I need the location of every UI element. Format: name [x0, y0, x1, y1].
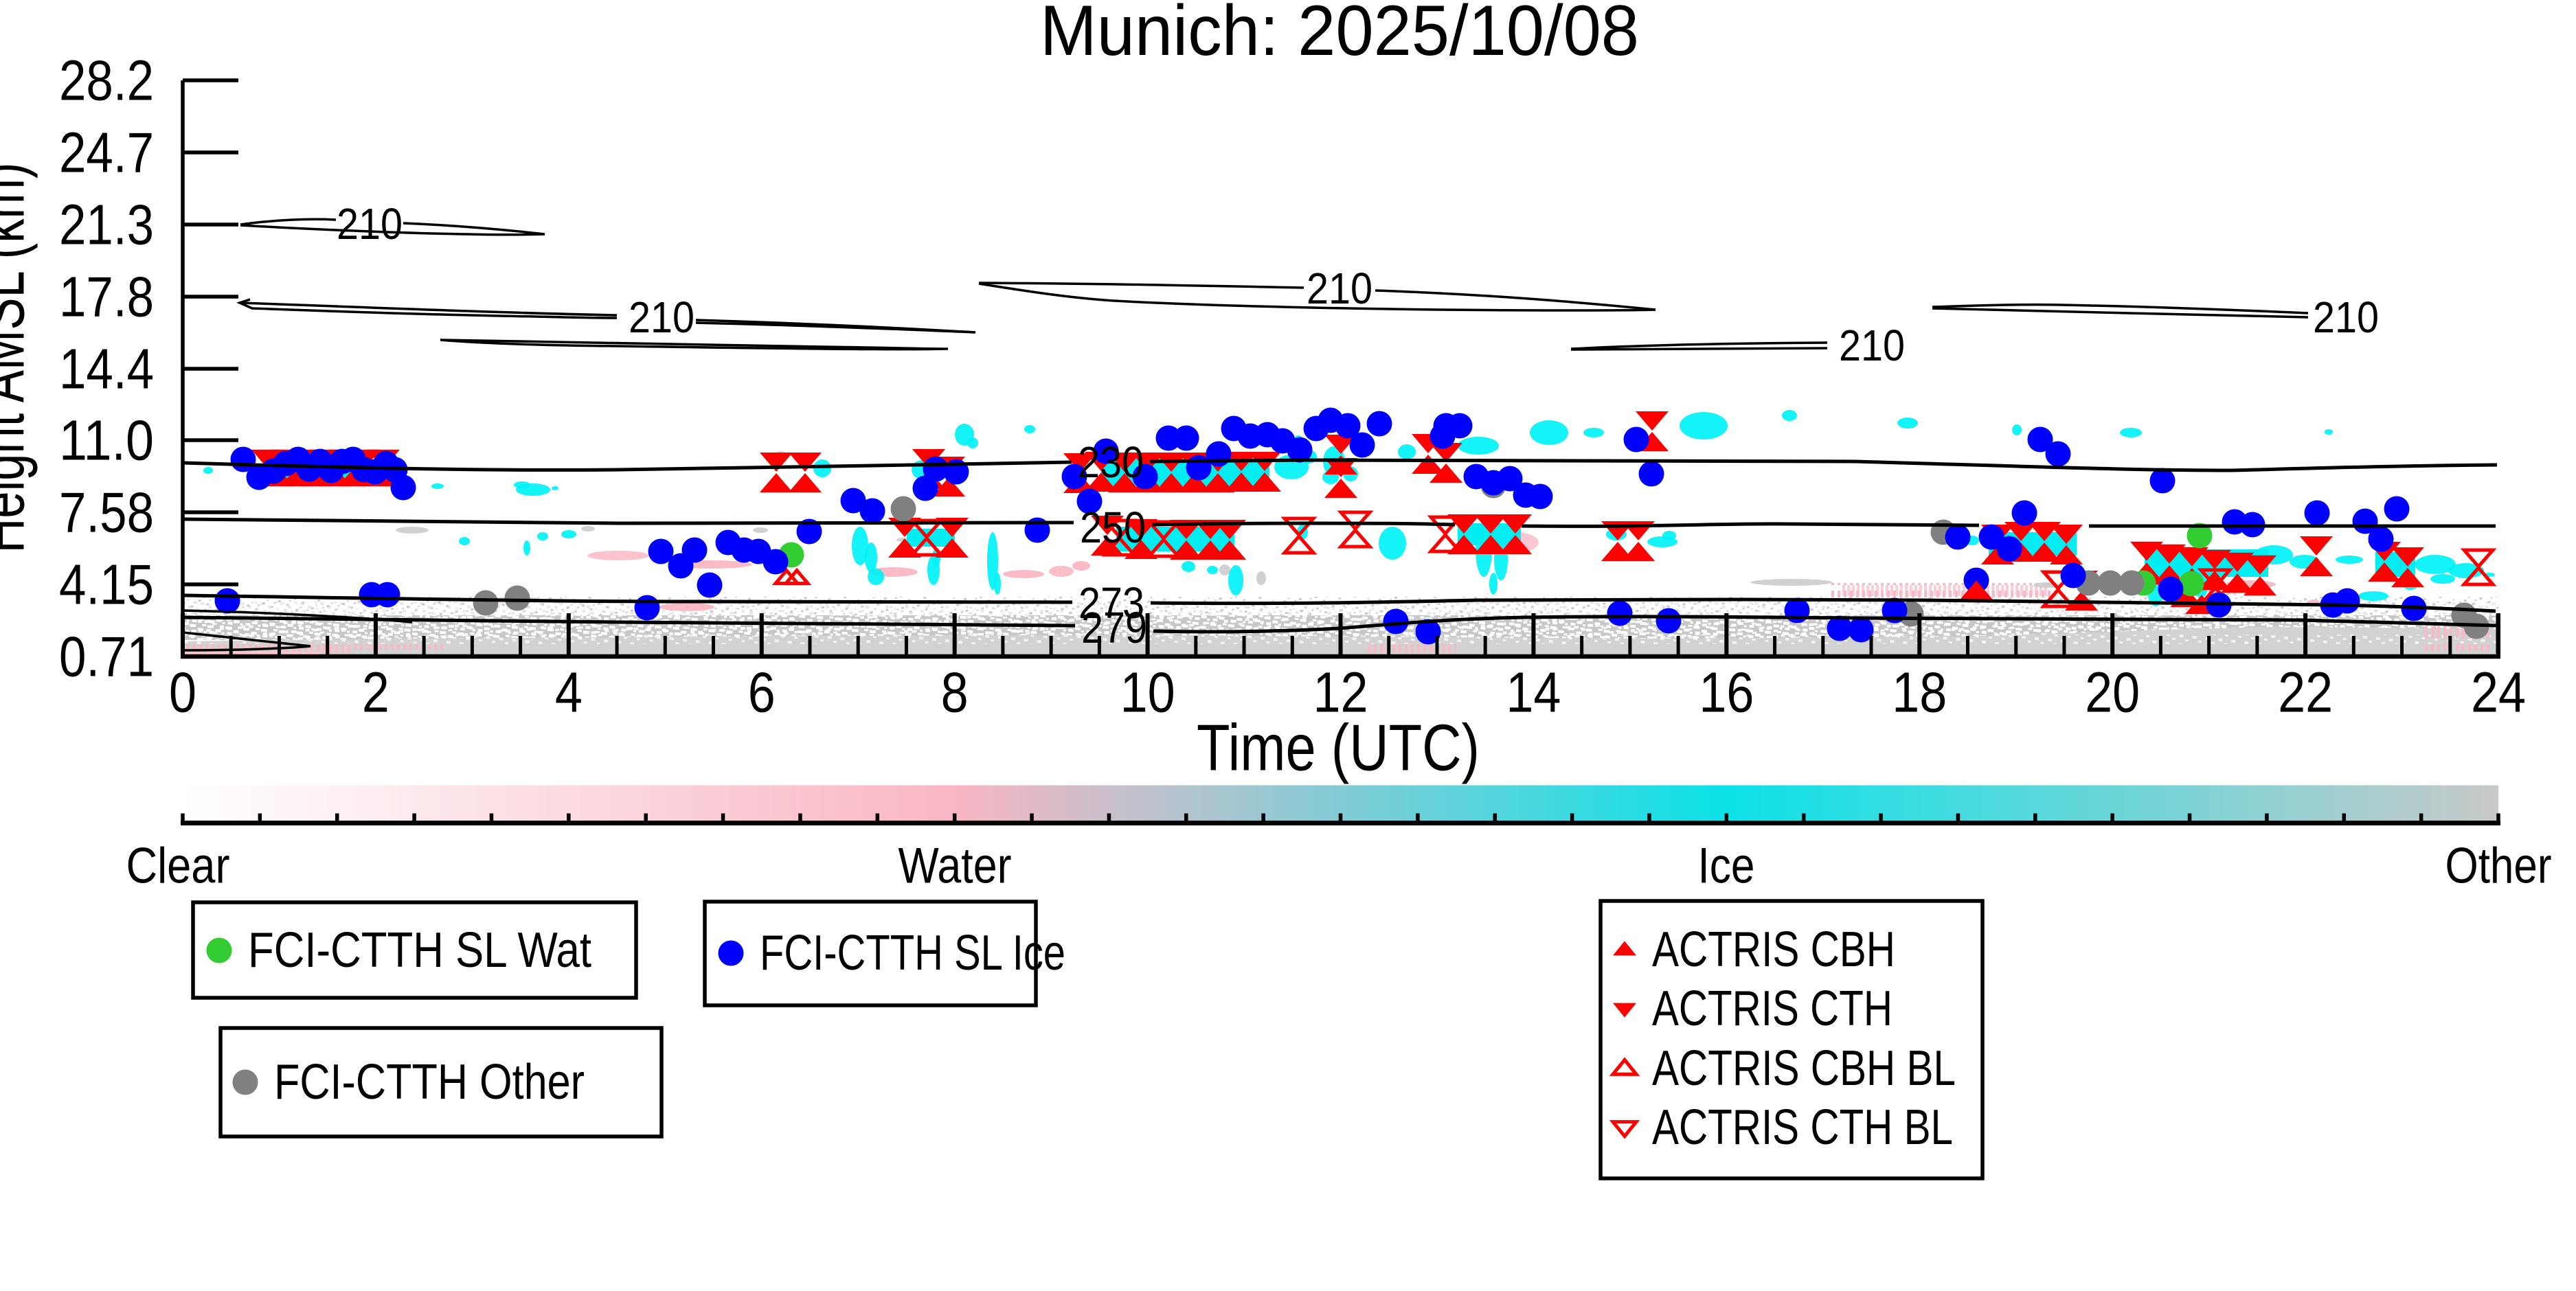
svg-text:ACTRIS CBH: ACTRIS CBH [1652, 922, 1895, 977]
svg-text:11.0: 11.0 [59, 409, 154, 472]
svg-text:24: 24 [2471, 661, 2526, 724]
svg-text:Clear: Clear [126, 838, 230, 894]
svg-text:Ice: Ice [1698, 838, 1755, 894]
svg-text:18: 18 [1892, 661, 1947, 724]
svg-text:16: 16 [1699, 661, 1754, 724]
svg-text:0.71: 0.71 [59, 625, 154, 689]
svg-text:Other: Other [2445, 838, 2552, 894]
svg-text:273: 273 [1078, 578, 1144, 628]
svg-text:0: 0 [169, 661, 196, 724]
svg-text:10: 10 [1120, 661, 1175, 724]
svg-text:6: 6 [748, 661, 776, 724]
svg-text:22: 22 [2278, 661, 2333, 724]
svg-text:12: 12 [1313, 661, 1368, 724]
svg-text:FCI-CTTH SL Ice: FCI-CTTH SL Ice [760, 926, 1065, 981]
svg-text:210: 210 [1839, 321, 1905, 370]
svg-text:230: 230 [1078, 437, 1144, 487]
svg-text:ACTRIS CBH BL: ACTRIS CBH BL [1652, 1041, 1956, 1096]
svg-text:20: 20 [2085, 661, 2140, 724]
svg-text:ACTRIS CTH BL: ACTRIS CTH BL [1652, 1100, 1953, 1155]
svg-text:2: 2 [362, 661, 389, 724]
svg-text:4: 4 [555, 661, 583, 724]
svg-text:FCI-CTTH SL Wat: FCI-CTTH SL Wat [248, 923, 591, 978]
svg-text:279: 279 [1081, 603, 1147, 652]
svg-text:210: 210 [337, 199, 403, 249]
svg-text:17.8: 17.8 [59, 265, 154, 329]
svg-text:FCI-CTTH Other: FCI-CTTH Other [274, 1055, 585, 1110]
svg-text:210: 210 [1307, 264, 1372, 313]
svg-text:14.4: 14.4 [59, 337, 154, 401]
svg-text:8: 8 [941, 661, 969, 724]
svg-text:14: 14 [1506, 661, 1561, 724]
svg-text:4.15: 4.15 [59, 553, 154, 617]
svg-text:Time (UTC): Time (UTC) [1197, 711, 1480, 785]
svg-text:21.3: 21.3 [59, 193, 154, 257]
svg-text:Water: Water [899, 838, 1012, 894]
svg-text:250: 250 [1080, 503, 1146, 552]
svg-text:ACTRIS CTH: ACTRIS CTH [1652, 981, 1893, 1036]
svg-text:210: 210 [2313, 293, 2379, 342]
svg-text:Height AMSL (km): Height AMSL (km) [0, 163, 38, 553]
svg-text:7.58: 7.58 [59, 481, 154, 545]
svg-text:24.7: 24.7 [59, 121, 154, 185]
svg-text:28.2: 28.2 [59, 49, 154, 113]
svg-text:Munich: 2025/10/08: Munich: 2025/10/08 [1040, 0, 1639, 71]
svg-text:210: 210 [629, 293, 694, 342]
